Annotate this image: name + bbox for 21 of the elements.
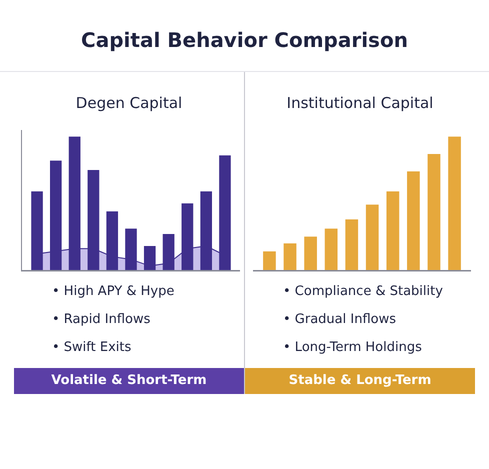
chart-title: Capital Behavior Comparison <box>0 0 489 72</box>
bar <box>386 191 400 270</box>
chart-subtitle: Degen Capital <box>74 94 184 114</box>
text: • Swift Exits <box>52 340 132 357</box>
text: • High APY & Hype <box>52 284 176 301</box>
bar <box>407 171 420 270</box>
chart-subtitle: Institutional Capital <box>286 94 434 114</box>
text: • Gradual Inflows <box>283 312 398 329</box>
text: Volatile & Short-Term <box>14 368 244 394</box>
text: • Rapid Inflows <box>52 312 152 329</box>
bar <box>284 243 296 270</box>
bar <box>263 251 276 270</box>
bar <box>366 204 379 270</box>
text: Stable & Long-Term <box>245 368 475 394</box>
bar <box>345 219 358 270</box>
text: • Compliance & Stability <box>283 284 444 301</box>
bar <box>448 136 461 270</box>
bar <box>304 236 317 270</box>
text: • Long-Term Holdings <box>283 340 423 357</box>
bar <box>324 228 338 270</box>
bar <box>428 154 440 270</box>
